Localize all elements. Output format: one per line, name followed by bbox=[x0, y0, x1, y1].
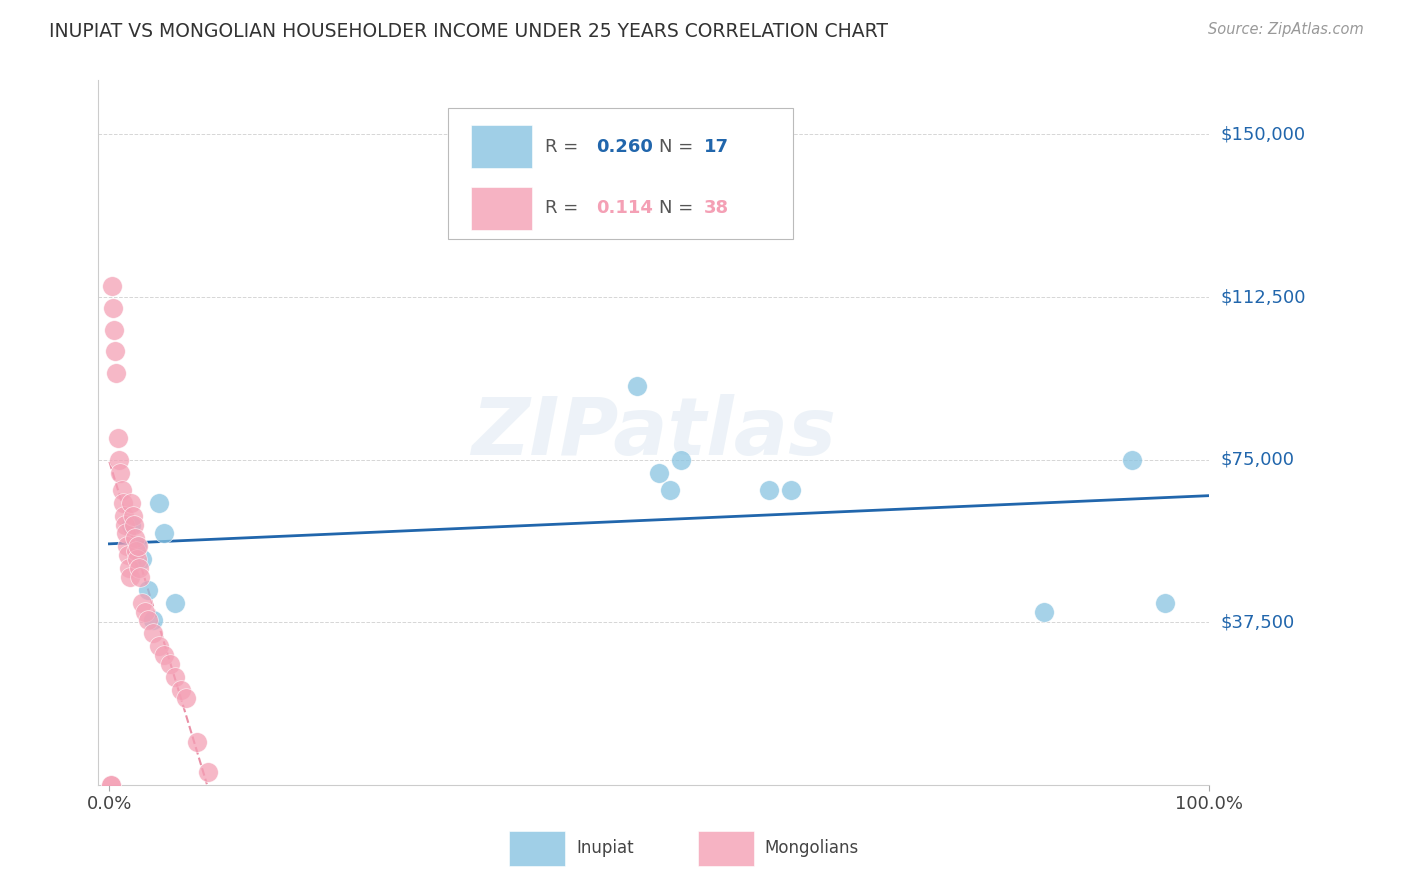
Point bbox=[100, 279, 122, 293]
Point bbox=[170, 682, 193, 697]
Point bbox=[110, 466, 132, 480]
Point bbox=[107, 431, 129, 445]
Text: N =: N = bbox=[659, 199, 699, 217]
Text: Mongolians: Mongolians bbox=[765, 839, 859, 857]
FancyBboxPatch shape bbox=[449, 109, 793, 239]
Text: 38: 38 bbox=[704, 199, 728, 217]
Point bbox=[101, 301, 124, 315]
FancyBboxPatch shape bbox=[471, 125, 531, 168]
Point bbox=[186, 734, 208, 748]
Point bbox=[159, 657, 181, 671]
Point bbox=[108, 452, 131, 467]
Point bbox=[114, 517, 136, 532]
Point bbox=[105, 366, 128, 380]
Point bbox=[104, 344, 127, 359]
Point bbox=[120, 496, 142, 510]
Text: Source: ZipAtlas.com: Source: ZipAtlas.com bbox=[1208, 22, 1364, 37]
Point bbox=[128, 561, 150, 575]
Point bbox=[142, 626, 165, 640]
Point bbox=[120, 517, 142, 532]
Text: $150,000: $150,000 bbox=[1220, 126, 1305, 144]
Point bbox=[115, 540, 138, 554]
Point bbox=[131, 596, 153, 610]
Point bbox=[112, 509, 135, 524]
FancyBboxPatch shape bbox=[471, 186, 531, 230]
Point bbox=[115, 526, 138, 541]
Text: R =: R = bbox=[546, 137, 583, 155]
Text: Inupiat: Inupiat bbox=[576, 839, 634, 857]
Point bbox=[165, 596, 187, 610]
Point bbox=[127, 540, 149, 554]
Point bbox=[111, 496, 134, 510]
Point bbox=[118, 561, 141, 575]
Text: R =: R = bbox=[546, 199, 589, 217]
Text: 0.114: 0.114 bbox=[596, 199, 652, 217]
Point bbox=[1154, 596, 1177, 610]
Point bbox=[780, 483, 803, 497]
Point bbox=[121, 509, 143, 524]
Point bbox=[129, 570, 152, 584]
Point bbox=[100, 778, 122, 792]
Point bbox=[100, 778, 122, 792]
Point bbox=[122, 517, 145, 532]
Point bbox=[153, 526, 176, 541]
Point bbox=[124, 531, 146, 545]
FancyBboxPatch shape bbox=[699, 830, 754, 866]
FancyBboxPatch shape bbox=[509, 830, 565, 866]
Point bbox=[131, 552, 153, 566]
Point bbox=[142, 613, 165, 627]
Text: $37,500: $37,500 bbox=[1220, 614, 1295, 632]
Point bbox=[125, 540, 148, 554]
Point bbox=[134, 605, 156, 619]
Text: 17: 17 bbox=[704, 137, 728, 155]
Point bbox=[148, 639, 170, 653]
Point bbox=[120, 570, 142, 584]
Text: INUPIAT VS MONGOLIAN HOUSEHOLDER INCOME UNDER 25 YEARS CORRELATION CHART: INUPIAT VS MONGOLIAN HOUSEHOLDER INCOME … bbox=[49, 22, 889, 41]
Point bbox=[176, 691, 198, 706]
Text: 0.260: 0.260 bbox=[596, 137, 652, 155]
Point bbox=[758, 483, 780, 497]
Text: ZIPatlas: ZIPatlas bbox=[471, 393, 837, 472]
Point bbox=[671, 452, 693, 467]
Point bbox=[626, 379, 648, 393]
Point bbox=[153, 648, 176, 662]
Point bbox=[117, 548, 139, 562]
Point bbox=[136, 613, 159, 627]
Point bbox=[125, 552, 148, 566]
Text: $112,500: $112,500 bbox=[1220, 288, 1306, 306]
Point bbox=[110, 483, 132, 497]
Point bbox=[1033, 605, 1056, 619]
Point bbox=[148, 496, 170, 510]
Point bbox=[165, 669, 187, 683]
Text: $75,000: $75,000 bbox=[1220, 450, 1295, 468]
Point bbox=[125, 543, 148, 558]
Point bbox=[136, 582, 159, 597]
Point bbox=[659, 483, 682, 497]
Text: N =: N = bbox=[659, 137, 699, 155]
Point bbox=[648, 466, 671, 480]
Point bbox=[103, 323, 125, 337]
Point bbox=[197, 764, 219, 779]
Point bbox=[1121, 452, 1143, 467]
